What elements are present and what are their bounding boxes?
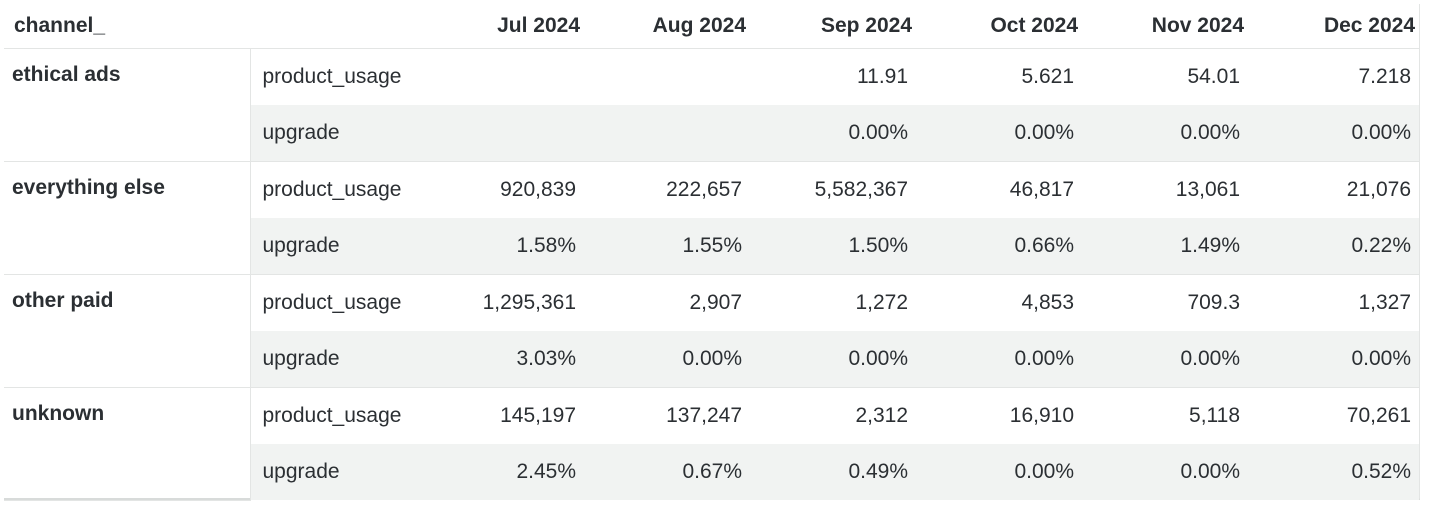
table-row: upgrade 1.58% 1.55% 1.50% 0.66% 1.49% 0.… [4, 218, 1420, 275]
value-cell: 0.49% [752, 444, 919, 500]
table-row: upgrade 2.45% 0.67% 0.49% 0.00% 0.00% 0.… [4, 444, 1420, 500]
value-cell: 2,312 [752, 387, 919, 444]
metric-cell: upgrade [250, 444, 421, 500]
value-cell: 5,118 [1084, 387, 1251, 444]
table-row: everything else product_usage 920,839 22… [4, 161, 1420, 275]
value-cell: 0.00% [1084, 444, 1251, 500]
value-cell: 1.55% [586, 218, 753, 275]
value-cell: 0.00% [1250, 105, 1420, 162]
value-cell: 3.03% [420, 331, 587, 388]
value-cell: 137,247 [586, 387, 753, 444]
metric-cell: upgrade [250, 331, 421, 388]
value-cell: 21,076 [1250, 161, 1420, 218]
header-month-dec-2024[interactable]: Dec 2024 [1250, 4, 1420, 49]
value-cell: 1,327 [1250, 274, 1420, 331]
value-cell: 11.91 [752, 48, 919, 105]
value-cell: 13,061 [1084, 161, 1251, 218]
channel-cell: unknown [4, 387, 251, 501]
header-month-aug-2024[interactable]: Aug 2024 [586, 4, 753, 49]
value-cell: 0.00% [918, 444, 1085, 500]
table-row: ethical ads product_usage 11.91 5.621 54… [4, 48, 1420, 162]
metric-cell: upgrade [250, 105, 421, 162]
channel-cell: ethical ads [4, 48, 251, 162]
header-month-jul-2024[interactable]: Jul 2024 [420, 4, 587, 49]
pivot-table: channel_ Jul 2024 Aug 2024 Sep 2024 Oct … [4, 4, 1420, 501]
value-cell: 0.00% [752, 331, 919, 388]
metric-cell: product_usage [250, 48, 421, 105]
table-row: upgrade 0.00% 0.00% 0.00% 0.00% [4, 105, 1420, 162]
value-cell: 0.00% [1084, 331, 1251, 388]
metric-cell: upgrade [250, 218, 421, 275]
metric-cell: product_usage [250, 161, 421, 218]
value-cell: 709.3 [1084, 274, 1251, 331]
header-month-nov-2024[interactable]: Nov 2024 [1084, 4, 1251, 49]
value-cell: 54.01 [1084, 48, 1251, 105]
value-cell: 4,853 [918, 274, 1085, 331]
value-cell: 1,272 [752, 274, 919, 331]
value-cell [586, 105, 753, 162]
table-row: upgrade 3.03% 0.00% 0.00% 0.00% 0.00% 0.… [4, 331, 1420, 388]
header-month-oct-2024[interactable]: Oct 2024 [918, 4, 1085, 49]
value-cell: 0.00% [586, 331, 753, 388]
value-cell: 16,910 [918, 387, 1085, 444]
value-cell: 5.621 [918, 48, 1085, 105]
value-cell: 0.67% [586, 444, 753, 500]
value-cell: 0.00% [752, 105, 919, 162]
value-cell: 1.58% [420, 218, 587, 275]
value-cell [420, 48, 587, 105]
value-cell: 46,817 [918, 161, 1085, 218]
value-cell: 0.00% [1250, 331, 1420, 388]
value-cell: 7.218 [1250, 48, 1420, 105]
value-cell: 0.66% [918, 218, 1085, 275]
value-cell: 145,197 [420, 387, 587, 444]
value-cell: 0.00% [918, 105, 1085, 162]
table-row: other paid product_usage 1,295,361 2,907… [4, 274, 1420, 388]
value-cell: 1.50% [752, 218, 919, 275]
value-cell: 0.52% [1250, 444, 1420, 500]
value-cell: 70,261 [1250, 387, 1420, 444]
value-cell [420, 105, 587, 162]
value-cell: 5,582,367 [752, 161, 919, 218]
value-cell: 2,907 [586, 274, 753, 331]
value-cell [586, 48, 753, 105]
metric-cell: product_usage [250, 274, 421, 331]
value-cell: 222,657 [586, 161, 753, 218]
value-cell: 0.22% [1250, 218, 1420, 275]
channel-cell: other paid [4, 274, 251, 388]
value-cell: 0.00% [1084, 105, 1251, 162]
header-row: channel_ Jul 2024 Aug 2024 Sep 2024 Oct … [4, 4, 1420, 49]
channel-cell: everything else [4, 161, 251, 275]
value-cell: 1,295,361 [420, 274, 587, 331]
value-cell: 920,839 [420, 161, 587, 218]
header-month-sep-2024[interactable]: Sep 2024 [752, 4, 919, 49]
value-cell: 0.00% [918, 331, 1085, 388]
value-cell: 2.45% [420, 444, 587, 500]
metric-cell: product_usage [250, 387, 421, 444]
header-channel[interactable]: channel_ [4, 4, 421, 49]
value-cell: 1.49% [1084, 218, 1251, 275]
table-row: unknown product_usage 145,197 137,247 2,… [4, 387, 1420, 501]
pivot-table-container: channel_ Jul 2024 Aug 2024 Sep 2024 Oct … [4, 4, 1420, 501]
